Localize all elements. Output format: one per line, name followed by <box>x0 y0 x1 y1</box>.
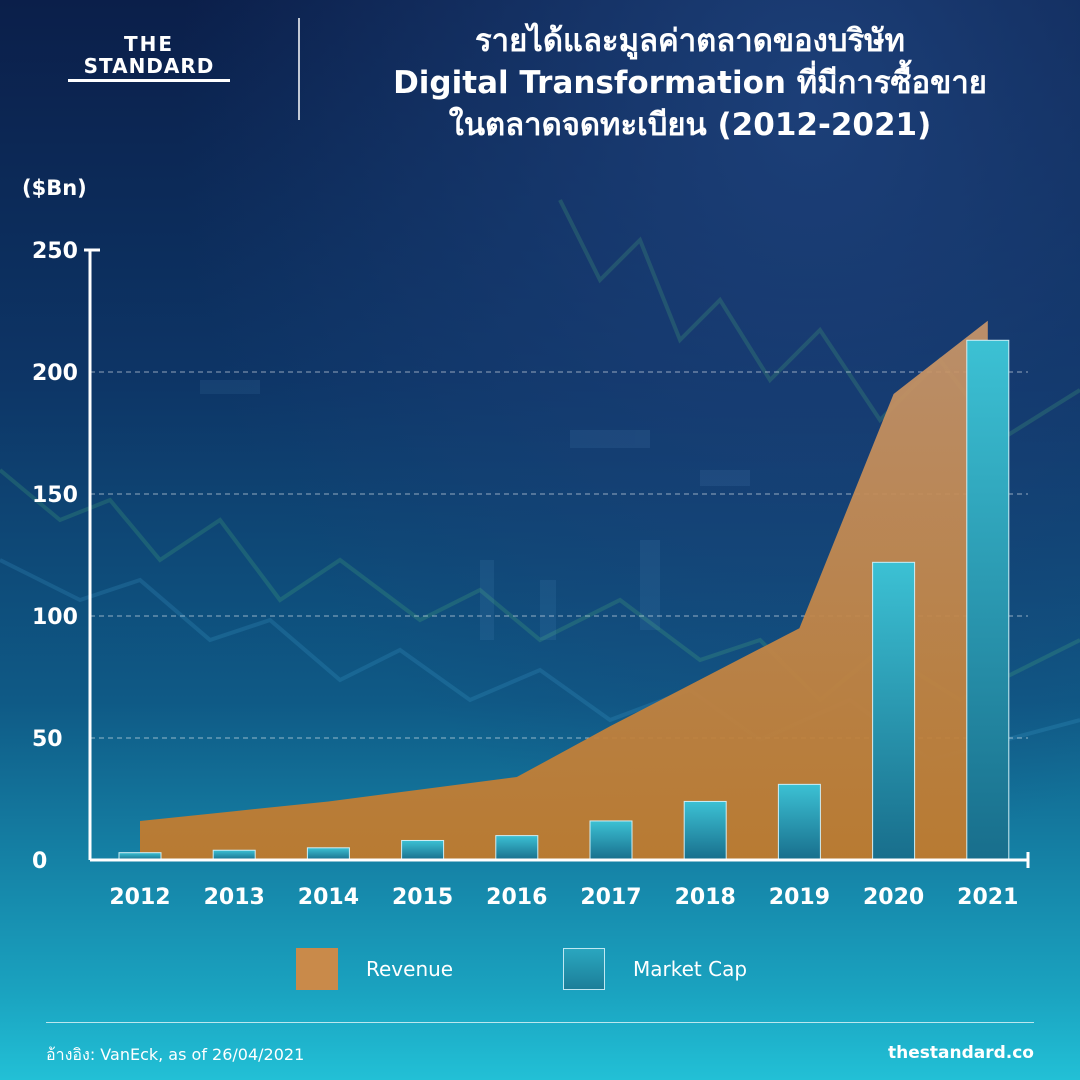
market-cap-bar-2018 <box>683 800 727 861</box>
title-line-1: รายได้และมูลค่าตลาดของบริษัท <box>475 23 905 59</box>
website-link[interactable]: thestandard.co <box>888 1043 1034 1063</box>
x-tick-label-2020: 2020 <box>863 885 924 910</box>
x-tick-label-2013: 2013 <box>204 885 265 910</box>
x-tick-label-2018: 2018 <box>675 885 736 910</box>
legend-swatch-market-cap <box>563 948 605 990</box>
x-tick-label-2014: 2014 <box>298 885 359 910</box>
logo-line-2: STANDARD <box>68 56 230 82</box>
y-tick-label-200: 200 <box>32 361 78 386</box>
y-tick-label-0: 0 <box>32 849 47 874</box>
legend-item-revenue: Revenue <box>296 948 453 990</box>
legend-swatch-revenue <box>296 948 338 990</box>
legend-label-revenue: Revenue <box>366 957 454 981</box>
y-tick-label-150: 150 <box>32 483 78 508</box>
header-divider <box>298 18 300 120</box>
x-tick-label-2016: 2016 <box>486 885 547 910</box>
footer-divider <box>46 1022 1034 1023</box>
x-tick-label-2015: 2015 <box>392 885 453 910</box>
brand-logo: THE STANDARD <box>68 34 230 82</box>
market-cap-bar-2017 <box>589 820 633 861</box>
market-cap-bar-2016 <box>495 835 539 861</box>
x-tick-label-2012: 2012 <box>109 885 170 910</box>
x-tick-label-2019: 2019 <box>769 885 830 910</box>
market-cap-bar-2015 <box>401 839 445 861</box>
y-tick-label-50: 50 <box>32 727 63 752</box>
title-line-2: Digital Transformation ที่มีการซื้อขาย <box>393 65 987 101</box>
market-cap-bar-2020 <box>872 561 916 861</box>
source-note: อ้างอิง: VanEck, as of 26/04/2021 <box>46 1045 305 1064</box>
y-axis-unit-label: ($Bn) <box>22 176 87 200</box>
x-tick-label-2021: 2021 <box>957 885 1018 910</box>
title-line-3: ในตลาดจดทะเบียน (2012-2021) <box>448 107 932 143</box>
y-tick-label-250: 250 <box>32 239 78 264</box>
legend-item-market-cap: Market Cap <box>563 948 747 990</box>
legend-label-market-cap: Market Cap <box>633 957 748 981</box>
market-cap-bar-2021 <box>966 339 1010 861</box>
market-cap-bar-2014 <box>306 847 350 861</box>
y-tick-label-100: 100 <box>32 605 78 630</box>
x-tick-label-2017: 2017 <box>580 885 641 910</box>
market-cap-bar-2019 <box>777 783 821 861</box>
chart-title: รายได้และมูลค่าตลาดของบริษัท Digital Tra… <box>310 20 1070 146</box>
revenue-area <box>140 320 988 860</box>
logo-line-1: THE <box>123 32 175 56</box>
